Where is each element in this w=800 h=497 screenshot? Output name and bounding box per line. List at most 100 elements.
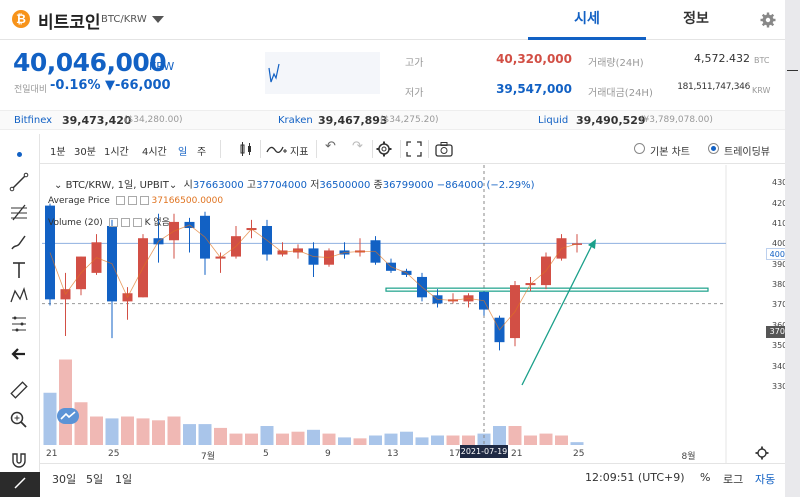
tab-info[interactable]: 정보 [683,11,709,27]
range-30d[interactable]: 30일 [52,473,77,486]
tab-quote[interactable]: 시세 [528,0,646,40]
magnet-icon[interactable] [9,450,29,470]
volume-bar [384,433,398,445]
zoom-in-icon[interactable] [9,410,29,430]
trend-arrow-line [521,244,593,386]
legend-high-label: 고 [246,180,257,191]
gear-icon[interactable] [760,12,776,28]
chevron-down-icon[interactable] [152,16,164,23]
close-icon[interactable] [132,218,142,227]
interval-30m[interactable]: 30분 [74,147,96,158]
scroll-handle[interactable] [787,70,798,71]
undo-icon[interactable]: ↶ [325,139,336,154]
legend-change: −864000 (−2.29%) [436,180,535,191]
exchange-sub: (¥3,789,078.00) [640,115,713,125]
volume-bar [105,418,119,445]
redo-icon[interactable]: ↷ [352,139,363,154]
exchange-name: Liquid [538,115,569,126]
indicator-icon[interactable] [266,142,288,156]
change-values: -0.16% ▼-66,000 [50,78,171,93]
volume-bar [198,424,212,445]
avg-price-indicator: Average Price 37166500.0000 [48,196,223,206]
interval-day[interactable]: 일 [178,147,188,158]
amount-label: 거래대금(24H) [588,88,653,99]
eye-icon[interactable] [115,196,125,205]
right-scrollbar[interactable] [785,0,800,497]
volume-label: 거래량(24H) [588,58,644,69]
chart-canvas[interactable] [40,165,785,463]
measure-icon[interactable] [9,314,29,334]
volume-bar [322,433,336,445]
x-axis-label: 25 [108,449,120,459]
divider [316,140,317,158]
exchange-name: Kraken [278,115,313,126]
range-5d[interactable]: 5일 [86,473,104,486]
gear-icon[interactable] [127,196,137,205]
eye-icon[interactable] [108,218,118,227]
indicator-name[interactable]: Volume (20) [48,218,103,228]
camera-icon[interactable] [435,141,453,157]
legend-low: 36500000 [319,180,371,191]
divider [400,140,401,158]
volume-indicator: Volume (20) K 없음 [48,215,170,228]
brush-icon[interactable] [9,232,29,252]
divider [372,140,373,158]
settings-icon[interactable] [376,141,392,157]
exchange-value: 39,490,529 [576,114,646,127]
volume-bar [245,433,258,445]
pattern-icon[interactable] [9,286,29,306]
volume-bar [291,431,305,445]
close-icon[interactable] [139,196,149,205]
percent-toggle[interactable]: % [700,471,711,484]
high-value: 40,320,000 [496,52,572,66]
volume-bar [152,420,165,445]
x-axis-label: 13 [387,449,399,459]
crosshair-dot-icon[interactable] [17,152,22,157]
interval-1h[interactable]: 1시간 [104,147,129,158]
tradingview-radio[interactable] [708,143,719,154]
amount-value: 181,511,747,346 [677,82,750,92]
pencil-lock-icon [14,477,26,489]
log-toggle[interactable]: 로그 [723,473,744,486]
indicator-name[interactable]: Average Price [48,196,110,206]
coin-name[interactable]: 비트코인 [38,13,101,33]
fullscreen-icon[interactable] [406,141,422,157]
tradingview-logo[interactable] [57,408,79,424]
indicators-button[interactable]: 지표 [290,147,309,158]
clock-time[interactable]: 12:09:51 (UTC+9) [585,471,685,484]
gear-icon[interactable] [120,218,130,227]
text-icon[interactable] [9,260,29,280]
range-1d[interactable]: 1일 [115,473,133,486]
volume-bar [477,433,491,445]
interval-4h[interactable]: 4시간 [142,147,167,158]
legend-symbol[interactable]: BTC/KRW, 1일, UPBIT [65,180,169,191]
axis-settings-icon[interactable] [755,446,769,460]
basic-chart-label[interactable]: 기본 차트 [650,147,690,158]
volume-bar [524,435,537,445]
volume-bar [570,442,584,445]
arrow-left-icon[interactable] [9,344,29,364]
basic-chart-radio[interactable] [634,143,645,154]
legend-low-label: 저 [310,180,320,191]
auto-toggle[interactable]: 자동 [755,473,776,486]
volume-bar [353,438,367,445]
chevron-down-icon[interactable]: ⌄ [168,180,178,191]
tradingview-label[interactable]: 트레이딩뷰 [724,147,770,158]
interval-1m[interactable]: 1분 [50,147,66,158]
price-chart[interactable]: ⌄ BTC/KRW, 1일, UPBIT⌄ 시37663000 고3770400… [40,165,800,475]
lock-drawings-button[interactable] [0,472,40,497]
trendline-icon[interactable] [9,172,29,192]
legend-collapse-icon[interactable]: ⌄ [54,180,63,191]
ruler-icon[interactable] [9,380,29,400]
candle-style-icon[interactable] [238,141,254,157]
volume-bar [183,424,196,445]
legend-open-label: 시 [183,180,193,191]
crosshair-date-tag: 2021-07-19 [460,445,508,458]
volume-bar [276,433,289,445]
fib-icon[interactable] [9,202,29,222]
volume-bar [307,429,320,445]
volume-bar [229,433,243,445]
indicator-value: 37166500.0000 [151,196,224,206]
interval-week[interactable]: 주 [197,147,207,158]
